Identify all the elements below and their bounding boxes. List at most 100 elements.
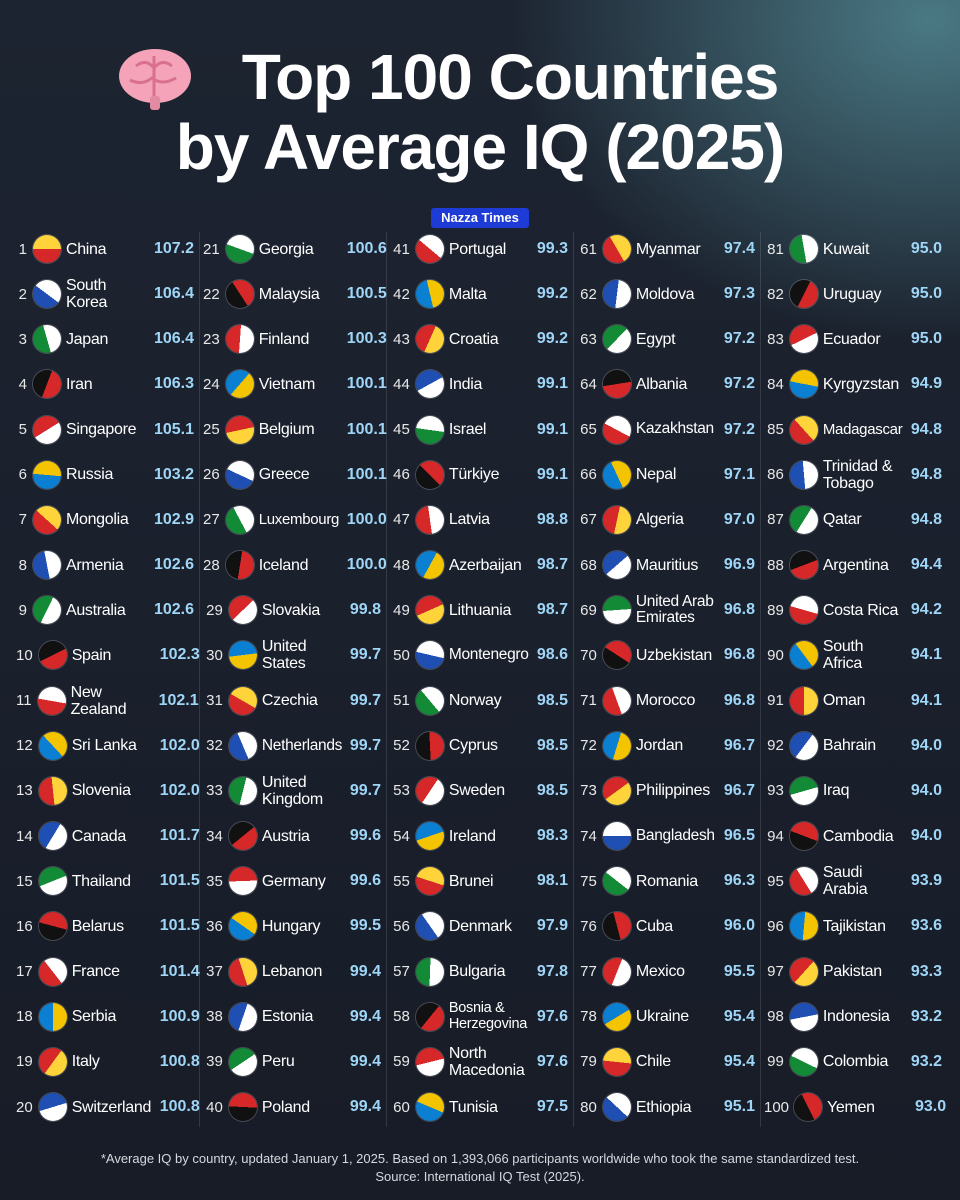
rank: 78 <box>580 1008 597 1026</box>
table-row: 41 Portugal 99.3 <box>390 229 568 269</box>
table-row: 62 Moldova 97.3 <box>577 274 755 314</box>
flag <box>415 551 444 580</box>
rank: 47 <box>393 511 410 529</box>
rank: 23 <box>203 330 220 348</box>
rank: 28 <box>203 556 220 574</box>
rank: 2 <box>18 285 27 303</box>
rank: 92 <box>767 737 784 755</box>
rank: 11 <box>16 692 32 710</box>
rank: 90 <box>767 646 784 664</box>
iq-value: 94.0 <box>910 827 942 845</box>
table-row: 83 Ecuador 95.0 <box>764 319 942 359</box>
country-name: Iran <box>65 375 93 393</box>
country-name: Luxembourg <box>258 511 339 528</box>
table-row: 36 Hungary 99.5 <box>203 906 381 946</box>
table-row: 69 United Arab Emirates 96.8 <box>577 590 755 630</box>
table-row: 7 Mongolia 102.9 <box>16 500 194 540</box>
flag <box>415 415 444 444</box>
iq-value: 98.5 <box>536 781 568 799</box>
table-row: 28 Iceland 100.0 <box>203 545 387 585</box>
rank: 36 <box>206 917 223 935</box>
iq-value: 94.2 <box>910 601 942 619</box>
flag <box>228 1093 257 1122</box>
iq-value: 107.2 <box>153 240 194 257</box>
iq-value: 93.6 <box>910 917 942 935</box>
table-row: 10 Spain 102.3 <box>16 635 200 675</box>
iq-value: 95.4 <box>723 1052 755 1070</box>
rank: 64 <box>580 375 597 393</box>
table-row: 24 Vietnam 100.1 <box>203 364 387 404</box>
rank: 69 <box>580 601 597 619</box>
country-name: Kuwait <box>822 240 870 258</box>
table-row: 3 Japan 106.4 <box>16 319 194 359</box>
rank: 22 <box>203 285 220 303</box>
iq-value: 96.5 <box>723 827 755 845</box>
iq-value: 101.7 <box>159 827 200 845</box>
country-name: Norway <box>448 692 502 710</box>
rank: 53 <box>393 782 410 800</box>
table-row: 11 New Zealand 102.1 <box>16 681 199 721</box>
iq-value: 97.6 <box>536 1007 568 1025</box>
table-row: 48 Azerbaijan 98.7 <box>390 545 568 585</box>
table-row: 77 Mexico 95.5 <box>577 952 755 992</box>
table-row: 56 Denmark 97.9 <box>390 906 568 946</box>
flag <box>602 596 631 625</box>
footnote: *Average IQ by country, updated January … <box>100 1151 860 1166</box>
rank: 48 <box>393 556 410 574</box>
country-name: Indonesia <box>822 1008 890 1026</box>
rank: 81 <box>767 240 784 258</box>
country-name: Slovakia <box>261 601 320 619</box>
flag <box>415 1002 444 1031</box>
iq-value: 100.8 <box>159 1098 200 1116</box>
rank: 18 <box>16 1008 33 1026</box>
iq-value: 102.9 <box>153 510 194 528</box>
rank: 17 <box>16 963 33 981</box>
iq-value: 97.2 <box>723 330 755 348</box>
rank: 60 <box>393 1098 410 1116</box>
flag <box>38 912 67 941</box>
table-row: 39 Peru 99.4 <box>203 1042 381 1082</box>
country-name: Greece <box>258 466 310 484</box>
flag <box>415 505 444 534</box>
table-row: 35 Germany 99.6 <box>203 861 381 901</box>
rank: 37 <box>206 963 223 981</box>
country-name: Brunei <box>448 872 494 890</box>
rank: 49 <box>393 601 410 619</box>
flag <box>225 505 254 534</box>
rank: 88 <box>767 556 784 574</box>
table-row: 2 South Korea 106.4 <box>16 274 194 314</box>
flag <box>789 551 818 580</box>
rank: 4 <box>18 375 27 393</box>
flag <box>32 460 61 489</box>
country-name: Georgia <box>258 240 314 258</box>
iq-value: 99.7 <box>349 781 381 799</box>
table-row: 98 Indonesia 93.2 <box>764 997 942 1037</box>
flag <box>32 415 61 444</box>
flag <box>32 505 61 534</box>
country-name: Chile <box>635 1053 671 1071</box>
table-row: 22 Malaysia 100.5 <box>203 274 387 314</box>
country-name: Portugal <box>448 240 507 258</box>
country-name: Thailand <box>71 872 131 890</box>
flag <box>602 415 631 444</box>
country-name: Japan <box>65 330 109 348</box>
country-name: Sweden <box>448 782 505 800</box>
rank: 62 <box>580 285 597 303</box>
rank: 72 <box>580 737 597 755</box>
iq-value: 99.4 <box>349 1007 381 1025</box>
country-name: Estonia <box>261 1008 314 1026</box>
country-name: South Africa <box>822 638 864 673</box>
rank: 41 <box>393 240 410 258</box>
country-name: Bahrain <box>822 737 876 755</box>
flag <box>789 1002 818 1031</box>
flag <box>32 596 61 625</box>
flag <box>415 1047 444 1076</box>
country-name: Bulgaria <box>448 963 506 981</box>
flag <box>415 325 444 354</box>
rank: 59 <box>393 1053 410 1071</box>
iq-value: 99.3 <box>536 240 568 257</box>
column-separator <box>199 232 200 1127</box>
iq-value: 99.1 <box>536 420 568 438</box>
table-row: 25 Belgium 100.1 <box>203 410 387 450</box>
